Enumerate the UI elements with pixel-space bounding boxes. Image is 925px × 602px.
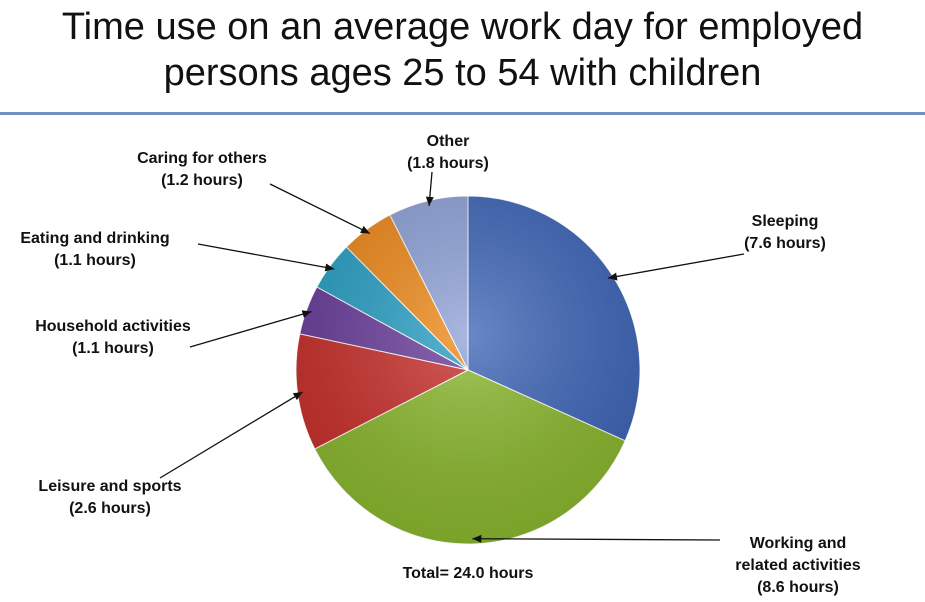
chart-title-line1: Time use on an average work day for empl… [61,6,864,48]
leader-arrowhead [324,263,335,272]
slice-label: (1.1 hours) [72,340,154,357]
leader-line [189,310,312,348]
slice-label: Household activities [35,318,191,335]
leader-line [607,253,745,279]
slice-label: Other [427,133,470,150]
leader-line [197,243,335,270]
slice-label: (1.1 hours) [54,252,136,269]
chart-title: Time use on an average work day for empl… [0,4,925,96]
slice-label: (2.6 hours) [69,500,151,517]
leader-arrowhead [292,392,303,401]
slice-labels: Sleeping (7.6 hours) Working and related ac… [20,133,860,596]
chart-title-line2: persons ages 25 to 54 with children [163,52,762,94]
leader-arrowhead [472,534,482,543]
leader-arrowhead [607,272,618,281]
slice-label: (7.6 hours) [744,235,826,252]
slice-label: (8.6 hours) [757,579,839,596]
leader-line [269,183,371,235]
leader-arrowhead [425,196,434,206]
leader-line [159,391,303,479]
leader-arrowhead [360,225,370,234]
leader-arrowhead [301,310,312,318]
leader-line [472,538,721,541]
slice-label: (1.2 hours) [161,172,243,189]
leader-lines [159,171,745,543]
slice-label: related activities [735,557,861,574]
slice-label: (1.8 hours) [407,155,489,172]
pie-slices [295,195,641,545]
title-divider [0,112,925,115]
total-label: Total= 24.0 hours [403,565,534,582]
slice-label: Sleeping [752,213,819,230]
slice-label: Caring for others [137,150,267,167]
slice-label: Eating and drinking [20,230,169,247]
slice-label: Working and [750,535,847,552]
slice-label: Leisure and sports [38,478,181,495]
